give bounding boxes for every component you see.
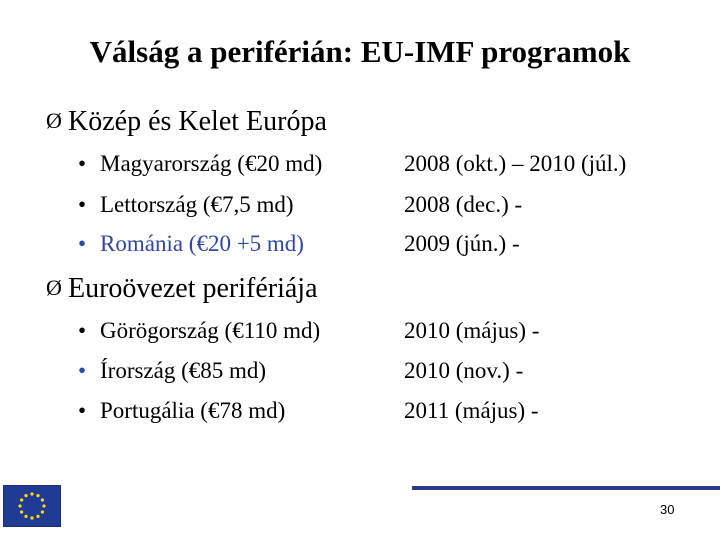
country-label: Lettország (€7,5 md) <box>100 192 294 217</box>
section-heading-label: Euroövezet perifériája <box>68 273 318 304</box>
list-item: • Portugália (€78 md) 2011 (május) - <box>78 398 718 430</box>
slide-title: Válság a periférián: EU-IMF programok <box>89 34 631 69</box>
bullet-icon: • <box>78 231 87 256</box>
program-dates: 2011 (május) - <box>404 398 539 423</box>
bullet-icon: • <box>78 192 87 217</box>
program-dates: 2010 (nov.) - <box>404 358 524 383</box>
program-dates: 2008 (okt.) – 2010 (júl.) <box>404 151 627 176</box>
arrow-bullet-icon: Ø <box>46 275 62 300</box>
program-dates: 2009 (jún.) - <box>404 231 520 256</box>
section-heading-eurozone-periphery: Ø Euroövezet perifériája <box>46 273 318 305</box>
bullet-icon: • <box>78 318 87 343</box>
bullet-icon: • <box>78 398 87 423</box>
country-label: Görögország (€110 md) <box>100 318 321 343</box>
section-heading-label: Közép és Kelet Európa <box>68 106 327 137</box>
list-item: • Lettország (€7,5 md) 2008 (dec.) - <box>78 192 718 224</box>
page-number: 30 <box>660 502 675 517</box>
list-item: • Magyarország (€20 md) 2008 (okt.) – 20… <box>78 151 718 183</box>
country-label: Románia (€20 +5 md) <box>100 231 304 256</box>
list-item: • Írország (€85 md) 2010 (nov.) - <box>78 358 718 390</box>
eu-flag-stars <box>18 492 46 520</box>
program-dates: 2008 (dec.) - <box>404 192 523 217</box>
bullet-icon: • <box>78 358 87 383</box>
country-label: Magyarország (€20 md) <box>100 151 323 176</box>
bullet-icon: • <box>78 151 87 176</box>
footer-divider <box>412 486 720 490</box>
program-dates: 2010 (május) - <box>404 318 540 343</box>
country-label: Portugália (€78 md) <box>100 398 286 423</box>
arrow-bullet-icon: Ø <box>46 108 62 133</box>
list-item: • Görögország (€110 md) 2010 (május) - <box>78 318 718 350</box>
section-heading-central-eastern-europe: Ø Közép és Kelet Európa <box>46 106 327 138</box>
list-item: • Románia (€20 +5 md) 2009 (jún.) - <box>78 231 718 263</box>
eu-flag-icon <box>3 485 61 527</box>
country-label: Írország (€85 md) <box>100 358 267 383</box>
